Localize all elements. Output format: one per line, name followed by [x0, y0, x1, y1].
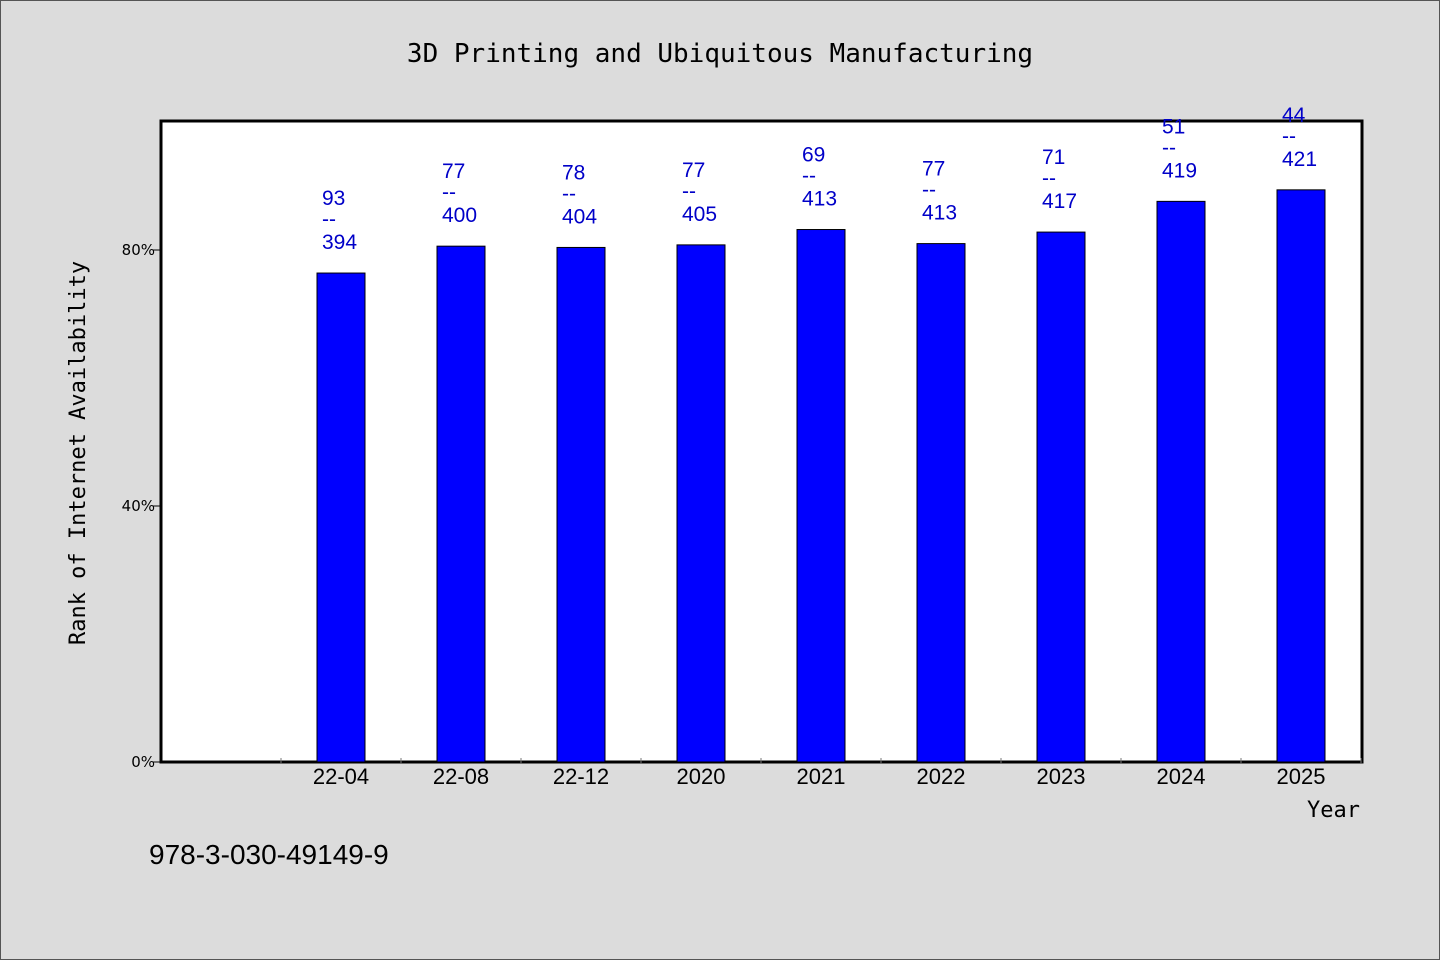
x-tick-label: 22-12: [553, 764, 609, 789]
chart-title: 3D Printing and Ubiquitous Manufacturing: [407, 39, 1033, 69]
bar-2024: [1156, 200, 1206, 763]
x-tick-label: 2022: [917, 764, 966, 789]
bar-2023: [1036, 231, 1086, 763]
y-tick-label: 40%: [122, 497, 155, 515]
x-tick-label: 2023: [1037, 764, 1086, 789]
bar-22-08: [436, 245, 486, 763]
data-label-top: 51: [1162, 115, 1185, 138]
data-label-top: 71: [1042, 146, 1065, 169]
bar-series: [316, 189, 1326, 763]
data-label-separator: --: [802, 165, 816, 188]
data-label-top: 77: [922, 158, 945, 181]
data-labels: 394--93400--77404--78405--77413--69413--…: [322, 104, 1317, 254]
data-label-bottom: 413: [922, 202, 957, 225]
data-label-bottom: 417: [1042, 190, 1077, 213]
data-label-top: 77: [442, 160, 465, 183]
x-tick-label: 2024: [1157, 764, 1206, 789]
x-tick-label: 22-08: [433, 764, 489, 789]
data-label-bottom: 404: [562, 205, 597, 228]
data-label-top: 93: [322, 187, 345, 210]
data-label-bottom: 394: [322, 231, 357, 254]
x-tick-label: 2021: [797, 764, 846, 789]
data-label-separator: --: [1042, 167, 1056, 190]
data-label-separator: --: [922, 179, 936, 202]
footer-isbn: 978-3-030-49149-9: [149, 839, 389, 870]
bar-22-12: [556, 246, 606, 763]
x-tick-label: 22-04: [313, 764, 369, 789]
data-label-bottom: 419: [1162, 159, 1197, 182]
bar-2025: [1276, 189, 1326, 763]
bar-22-04: [316, 272, 366, 763]
data-label-bottom: 413: [802, 188, 837, 211]
data-label-separator: --: [442, 181, 456, 204]
y-tick-label: 0%: [131, 753, 155, 771]
data-label-separator: --: [322, 208, 336, 231]
data-label-top: 69: [802, 144, 825, 167]
x-axis-label: Year: [1307, 798, 1360, 823]
data-label-top: 44: [1282, 104, 1306, 127]
data-label-separator: --: [562, 182, 576, 205]
data-label-separator: --: [1162, 136, 1176, 159]
bar-2022: [916, 243, 966, 763]
data-label-top: 78: [562, 161, 585, 184]
data-label-separator: --: [1282, 125, 1296, 148]
bar-2020: [676, 244, 726, 763]
y-axis: 0% 40% 80%: [122, 241, 161, 771]
x-tick-label: 2020: [677, 764, 726, 789]
data-label-separator: --: [682, 180, 696, 203]
y-tick-label: 80%: [122, 241, 155, 259]
y-axis-label: Rank of Internet Availability: [66, 261, 91, 645]
x-axis: 22-04 22-08 22-12 2020 2021 2022 2023 2024 2025: [280, 758, 1362, 789]
bar-2021: [796, 229, 846, 763]
data-label-bottom: 421: [1282, 148, 1317, 171]
data-label-bottom: 400: [442, 204, 477, 227]
data-label-bottom: 405: [682, 203, 717, 226]
data-label-top: 77: [682, 159, 705, 182]
x-tick-label: 2025: [1277, 764, 1326, 789]
